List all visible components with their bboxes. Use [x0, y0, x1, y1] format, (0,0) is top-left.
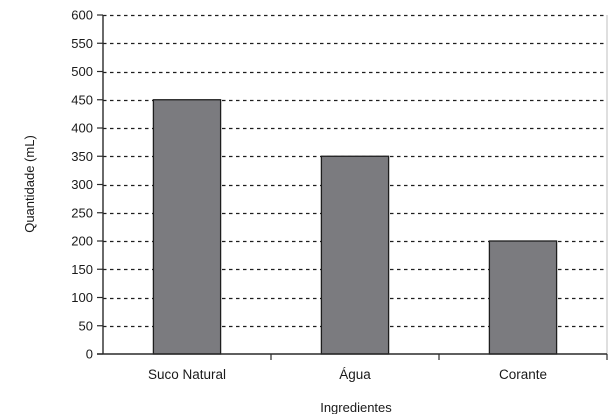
- x-axis-title: Ingredientes: [320, 400, 392, 414]
- y-tick-label: 250: [71, 205, 93, 220]
- y-tick-label: 200: [71, 234, 93, 249]
- bar--gua: [320, 155, 390, 355]
- y-tick-label: 0: [86, 347, 93, 362]
- x-category-label: Água: [339, 367, 371, 382]
- y-tick-label: 450: [71, 92, 93, 107]
- y-tick-labels: 0 50 100 150 200 250 300 350 400 450 500 550 600: [71, 8, 93, 362]
- y-tick-label: 500: [71, 64, 93, 79]
- bar-suco-natural: [152, 99, 222, 355]
- y-tick-label: 100: [71, 290, 93, 305]
- bar-corante: [488, 240, 558, 355]
- y-tick-label: 50: [79, 318, 93, 333]
- y-tick-label: 350: [71, 149, 93, 164]
- y-tick-label: 150: [71, 262, 93, 277]
- bars: [152, 99, 558, 355]
- x-category-label: Corante: [499, 367, 547, 382]
- y-tick-label: 400: [71, 121, 93, 136]
- x-category-labels: Suco Natural Água Corante: [148, 367, 547, 382]
- y-axis-title: Quantidade (mL): [22, 135, 37, 233]
- x-category-label: Suco Natural: [148, 367, 226, 382]
- y-tick-label: 600: [71, 8, 93, 23]
- axes: [97, 14, 608, 360]
- y-tick-label: 550: [71, 36, 93, 51]
- y-tick-label: 300: [71, 177, 93, 192]
